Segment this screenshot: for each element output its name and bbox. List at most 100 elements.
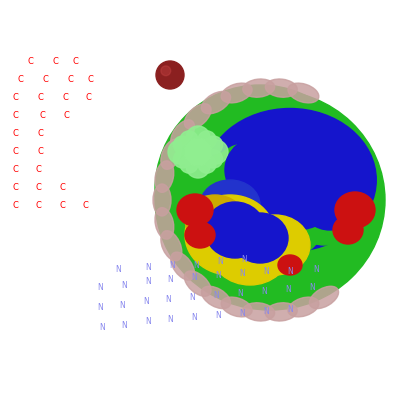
Ellipse shape: [285, 145, 355, 205]
Ellipse shape: [200, 228, 250, 272]
Ellipse shape: [212, 143, 288, 207]
Ellipse shape: [225, 135, 305, 205]
Text: N: N: [241, 255, 247, 265]
Text: N: N: [121, 320, 127, 329]
Ellipse shape: [265, 303, 297, 321]
Text: C: C: [17, 76, 23, 84]
Ellipse shape: [204, 140, 228, 164]
Text: N: N: [145, 263, 151, 272]
Text: N: N: [97, 303, 103, 312]
Text: N: N: [193, 261, 199, 270]
Ellipse shape: [186, 154, 210, 178]
Text: C: C: [72, 57, 78, 67]
Ellipse shape: [184, 271, 211, 296]
Text: C: C: [59, 183, 65, 192]
Text: N: N: [165, 295, 171, 305]
Ellipse shape: [278, 255, 302, 275]
Ellipse shape: [288, 297, 319, 317]
Text: N: N: [263, 308, 269, 316]
Ellipse shape: [200, 180, 260, 230]
Circle shape: [161, 66, 171, 76]
Text: C: C: [52, 57, 58, 67]
Ellipse shape: [202, 286, 230, 308]
Ellipse shape: [155, 208, 174, 239]
Ellipse shape: [184, 138, 212, 166]
Text: C: C: [37, 93, 43, 103]
Text: C: C: [62, 93, 68, 103]
Text: C: C: [35, 166, 41, 175]
Text: C: C: [12, 147, 18, 156]
Text: C: C: [82, 202, 88, 211]
Ellipse shape: [233, 121, 337, 209]
Ellipse shape: [204, 136, 222, 154]
Text: C: C: [12, 183, 18, 192]
Ellipse shape: [198, 131, 216, 149]
Ellipse shape: [335, 192, 375, 228]
Text: C: C: [85, 93, 91, 103]
Text: N: N: [313, 265, 319, 274]
Text: C: C: [35, 183, 41, 192]
Text: N: N: [239, 270, 245, 278]
Ellipse shape: [155, 161, 174, 192]
Ellipse shape: [232, 213, 288, 263]
Text: N: N: [237, 289, 243, 299]
Ellipse shape: [177, 194, 213, 226]
Ellipse shape: [288, 83, 319, 103]
Text: N: N: [215, 312, 221, 320]
Ellipse shape: [221, 83, 252, 103]
Ellipse shape: [155, 90, 385, 310]
Text: N: N: [285, 286, 291, 295]
Ellipse shape: [245, 140, 345, 230]
Text: N: N: [115, 265, 121, 274]
Ellipse shape: [180, 155, 198, 173]
Ellipse shape: [333, 216, 363, 244]
Text: N: N: [169, 261, 175, 270]
Ellipse shape: [155, 85, 365, 295]
Text: N: N: [167, 316, 173, 324]
Ellipse shape: [252, 141, 368, 240]
Text: C: C: [12, 93, 18, 103]
Ellipse shape: [171, 252, 194, 280]
Ellipse shape: [204, 109, 376, 251]
Text: N: N: [189, 293, 195, 303]
Text: N: N: [143, 297, 149, 307]
Text: N: N: [217, 257, 223, 267]
Text: C: C: [87, 76, 93, 84]
Ellipse shape: [180, 131, 198, 149]
Text: N: N: [121, 280, 127, 289]
Text: N: N: [191, 314, 197, 322]
Text: N: N: [97, 284, 103, 293]
Ellipse shape: [240, 215, 310, 275]
Ellipse shape: [184, 104, 211, 129]
Ellipse shape: [185, 150, 295, 250]
Text: C: C: [12, 112, 18, 120]
Text: C: C: [37, 147, 43, 156]
Circle shape: [156, 61, 184, 89]
Ellipse shape: [161, 231, 182, 261]
Text: C: C: [59, 202, 65, 211]
Text: C: C: [35, 202, 41, 211]
Text: N: N: [119, 301, 125, 310]
Ellipse shape: [302, 180, 358, 230]
Text: C: C: [12, 202, 18, 211]
Ellipse shape: [235, 180, 325, 260]
Ellipse shape: [290, 185, 360, 245]
Ellipse shape: [171, 120, 194, 148]
Ellipse shape: [198, 155, 216, 173]
Ellipse shape: [243, 79, 275, 97]
Text: N: N: [99, 324, 105, 333]
Ellipse shape: [205, 202, 265, 258]
Text: C: C: [42, 76, 48, 84]
Ellipse shape: [310, 286, 338, 308]
Text: N: N: [263, 268, 269, 276]
Text: N: N: [215, 272, 221, 280]
Text: N: N: [261, 287, 267, 297]
Text: N: N: [309, 284, 315, 293]
Text: N: N: [167, 276, 173, 284]
Text: N: N: [145, 278, 151, 286]
Ellipse shape: [265, 79, 297, 97]
Text: C: C: [63, 112, 69, 120]
Text: C: C: [67, 76, 73, 84]
Ellipse shape: [174, 136, 192, 154]
Text: N: N: [213, 291, 219, 301]
